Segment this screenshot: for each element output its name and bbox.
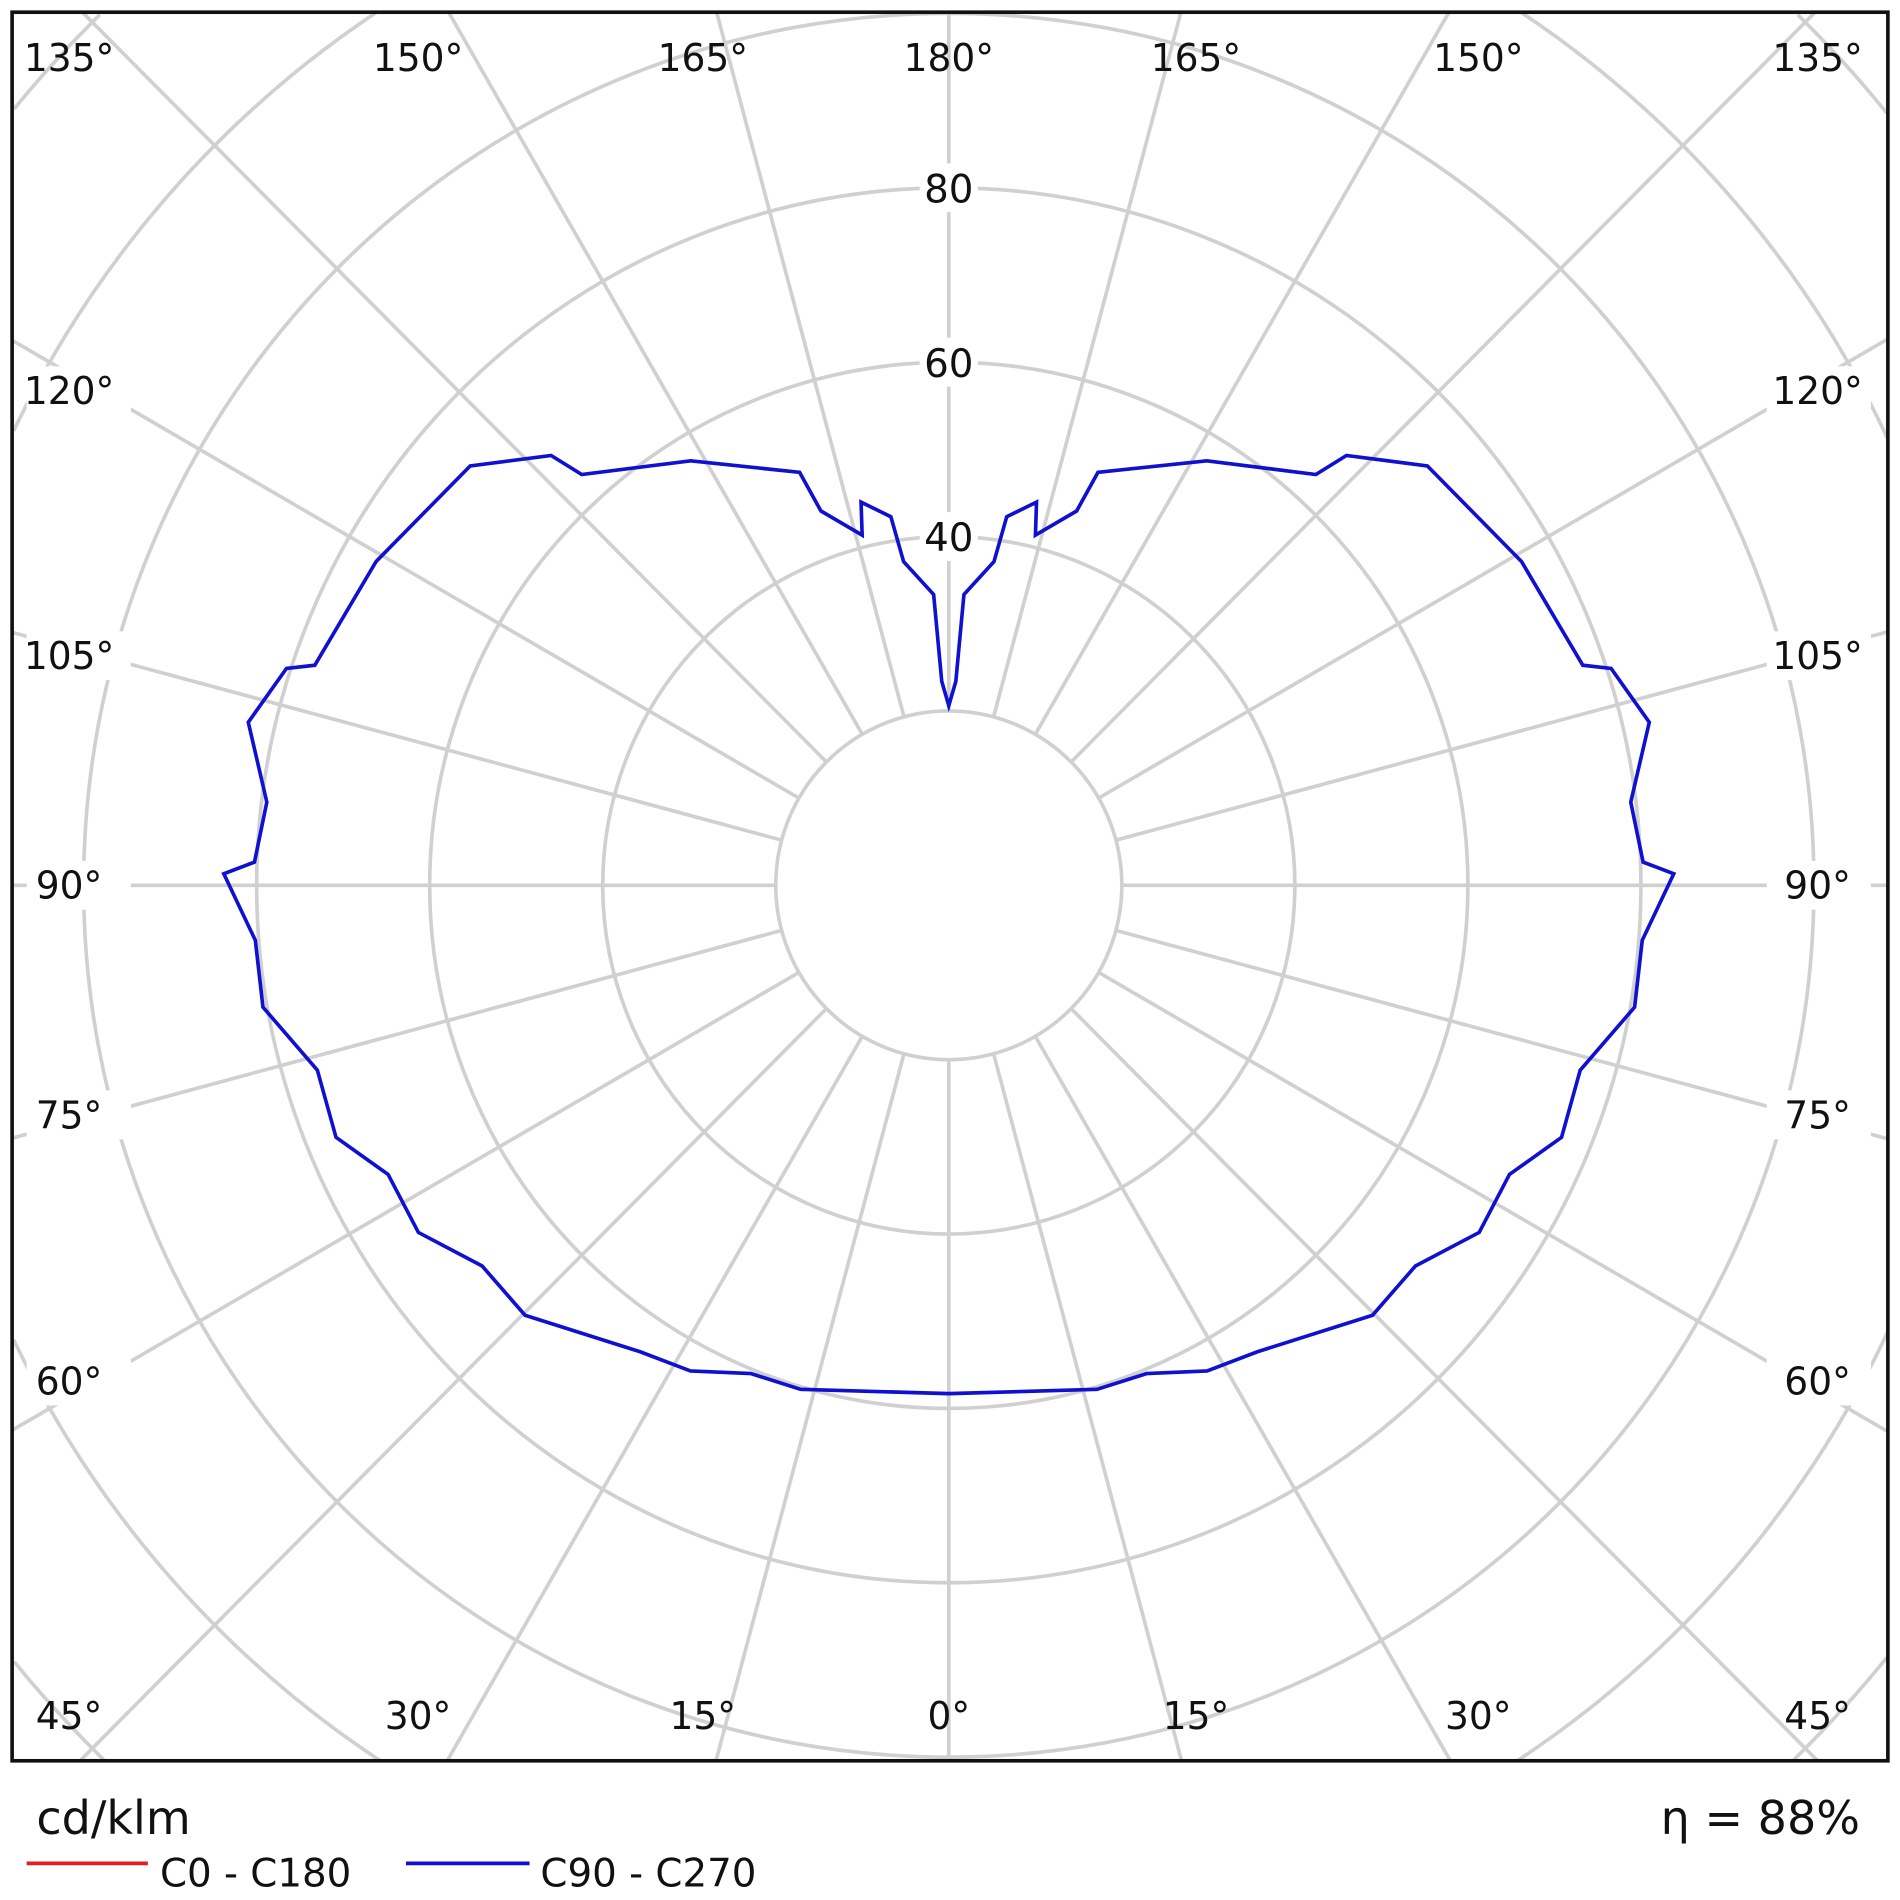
grid-spoke-45	[78, 1007, 828, 1763]
legend-label-c90-c270: C90 - C270	[540, 1851, 756, 1896]
grid-ring-120	[12, 11, 377, 432]
grid-spoke-30	[445, 1035, 864, 1762]
grid-spoke-285	[1115, 928, 1889, 1141]
radial-tick-labels: 40 60 80	[919, 163, 978, 561]
angle-label-bottom: 45°	[36, 1694, 103, 1738]
grid-spoke-105	[11, 630, 783, 842]
angle-label-top: 165°	[1151, 36, 1241, 80]
angle-label-bg	[1766, 1356, 1871, 1406]
series-line-c90-c270	[221, 453, 1677, 1396]
grid-spoke-240	[1097, 337, 1889, 800]
grid-ring-140	[1792, 1656, 1889, 1761]
grid-ring-140	[12, 1660, 105, 1761]
grid-ring-140	[12, 13, 102, 111]
angle-label-right: 120°	[1772, 369, 1862, 413]
angle-label-left: 90°	[36, 864, 103, 908]
grid-spoke-165	[714, 11, 906, 718]
grid-spoke-315	[1069, 1007, 1819, 1763]
unit-label: cd/klm	[36, 1791, 190, 1845]
angle-label-left: 105°	[24, 634, 114, 678]
angle-label-top: 180°	[904, 36, 994, 80]
angle-label-right: 105°	[1772, 634, 1862, 678]
grid-spoke-195	[991, 11, 1183, 718]
grid-spoke-345	[991, 1053, 1184, 1762]
grid-spoke-75	[11, 928, 783, 1140]
angle-label-right: 90°	[1784, 864, 1851, 908]
grid-spoke-15	[714, 1053, 906, 1762]
grid-ring-120	[1520, 11, 1890, 440]
angle-label-left: 75°	[36, 1093, 103, 1137]
angle-label-bottom: 30°	[1445, 1694, 1512, 1738]
plot-frame	[10, 10, 1890, 1763]
grid-spoke-150	[447, 11, 864, 736]
grid-spoke-225	[1069, 10, 1817, 764]
grid-ring-120	[12, 1338, 381, 1762]
angle-label-bg	[1766, 1090, 1871, 1140]
angle-label-top: 135°	[24, 36, 114, 80]
grid-spoke-255	[1115, 629, 1889, 842]
angle-label-bg	[26, 1356, 131, 1406]
angle-label-bottom: 15°	[1163, 1694, 1230, 1738]
radial-tick-label: 40	[924, 516, 973, 561]
angle-label-bottom: 15°	[670, 1694, 737, 1738]
polar-grid	[11, 10, 1890, 1763]
angle-label-bg	[1766, 860, 1871, 910]
radial-tick-label: 60	[924, 342, 973, 387]
grid-spoke-60	[11, 970, 800, 1432]
curves	[221, 453, 1677, 1396]
angle-label-bg	[1766, 366, 1871, 416]
radial-label-bg	[919, 512, 978, 561]
angle-label-top: 150°	[373, 36, 463, 80]
angle-label-top: 150°	[1433, 36, 1523, 80]
angle-label-top: 135°	[1772, 36, 1862, 80]
grid-ring-120	[1517, 1330, 1890, 1762]
grid-ring-140	[1796, 13, 1889, 115]
angle-label-left: 60°	[36, 1359, 103, 1403]
angle-label-bg	[26, 1090, 131, 1140]
grid-spoke-120	[11, 338, 800, 800]
angle-label-right: 60°	[1784, 1359, 1851, 1403]
grid-spoke-330	[1033, 1035, 1452, 1762]
angle-label-bg	[26, 631, 131, 681]
grid-spoke-135	[81, 10, 828, 764]
angle-labels: 135° 150° 165° 180° 165° 150° 135° 45° 30° 15° 0° 1…	[24, 36, 1871, 1738]
angle-label-bottom: 0°	[927, 1694, 970, 1738]
efficiency-label: η = 88%	[1661, 1791, 1860, 1845]
radial-label-bg	[919, 337, 978, 387]
angle-label-bottom: 45°	[1784, 1694, 1851, 1738]
radial-label-bg	[919, 163, 978, 213]
legend-label-c0-c180: C0 - C180	[160, 1851, 351, 1896]
angle-label-bg	[26, 366, 131, 416]
grid-spoke-210	[1033, 11, 1451, 736]
angle-label-bg	[1766, 631, 1871, 681]
angle-label-right: 75°	[1784, 1093, 1851, 1137]
grid-ring-20	[773, 709, 1124, 1062]
radial-tick-label: 80	[924, 167, 973, 212]
angle-label-left: 120°	[24, 369, 114, 413]
angle-label-top: 165°	[658, 36, 748, 80]
angle-label-bg	[26, 860, 131, 910]
angle-label-bottom: 30°	[385, 1694, 452, 1738]
